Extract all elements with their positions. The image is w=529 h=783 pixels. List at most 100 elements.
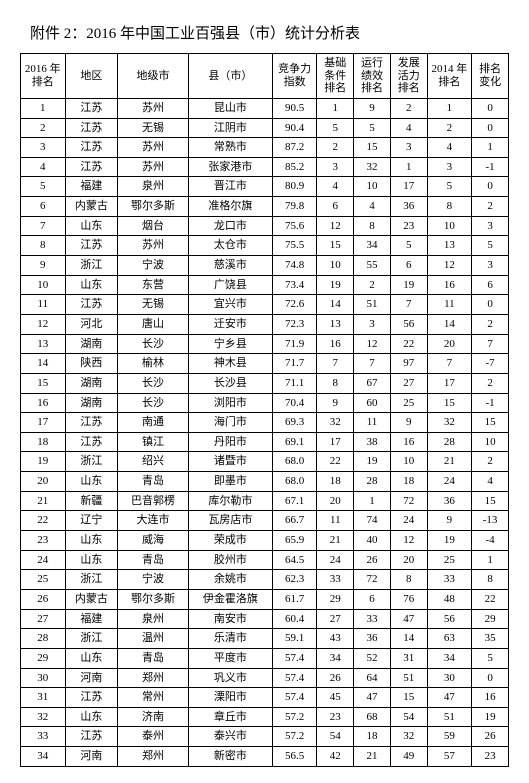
cell: 1 bbox=[390, 157, 427, 177]
cell: 23 bbox=[317, 707, 354, 727]
cell: 余姚市 bbox=[188, 570, 272, 590]
cell: 18 bbox=[354, 727, 391, 747]
table-row: 10山东东营广饶县73.419219166 bbox=[21, 275, 509, 295]
cell: 49 bbox=[390, 747, 427, 767]
cell: 34 bbox=[21, 747, 66, 767]
cell: 33 bbox=[427, 570, 472, 590]
cell: 2 bbox=[427, 118, 472, 138]
cell: 80.9 bbox=[272, 177, 317, 197]
cell: 3 bbox=[472, 216, 509, 236]
cell: 63 bbox=[427, 629, 472, 649]
table-row: 24山东青岛胶州市64.5242620251 bbox=[21, 550, 509, 570]
cell: 青岛 bbox=[118, 648, 189, 668]
cell: 山东 bbox=[65, 472, 117, 492]
cell: 47 bbox=[427, 688, 472, 708]
cell: 长沙 bbox=[118, 334, 189, 354]
cell: 6 bbox=[390, 256, 427, 276]
cell: 伊金霍洛旗 bbox=[188, 589, 272, 609]
table-title: 附件 2：2016 年中国工业百强县（市）统计分析表 bbox=[30, 22, 509, 43]
table-row: 3江苏苏州常熟市87.2215341 bbox=[21, 138, 509, 158]
cell: 山东 bbox=[65, 707, 117, 727]
cell: 21 bbox=[21, 491, 66, 511]
cell: 69.1 bbox=[272, 432, 317, 452]
cell: 榆林 bbox=[118, 354, 189, 374]
cell: 8 bbox=[472, 570, 509, 590]
cell: 10 bbox=[21, 275, 66, 295]
cell: 诸暨市 bbox=[188, 452, 272, 472]
cell: 长沙县 bbox=[188, 373, 272, 393]
cell: 江苏 bbox=[65, 157, 117, 177]
cell: 巩义市 bbox=[188, 668, 272, 688]
table-row: 7山东烟台龙口市75.612823103 bbox=[21, 216, 509, 236]
cell: 瓦房店市 bbox=[188, 511, 272, 531]
cell: 54 bbox=[317, 727, 354, 747]
cell: 7 bbox=[472, 334, 509, 354]
cell: 晋江市 bbox=[188, 177, 272, 197]
cell: 4 bbox=[21, 157, 66, 177]
cell: 苏州 bbox=[118, 98, 189, 118]
cell: 68 bbox=[354, 707, 391, 727]
cell: 温州 bbox=[118, 629, 189, 649]
cell: 郑州 bbox=[118, 747, 189, 767]
cell: 57.2 bbox=[272, 707, 317, 727]
cell: 溧阳市 bbox=[188, 688, 272, 708]
cell: 22 bbox=[390, 334, 427, 354]
cell: 14 bbox=[317, 295, 354, 315]
cell: 24 bbox=[390, 511, 427, 531]
cell: 荣成市 bbox=[188, 531, 272, 551]
cell: 19 bbox=[427, 531, 472, 551]
cell: 22 bbox=[21, 511, 66, 531]
cell: 56.5 bbox=[272, 747, 317, 767]
cell: 3 bbox=[472, 256, 509, 276]
cell: 24 bbox=[427, 472, 472, 492]
cell: 67 bbox=[354, 373, 391, 393]
cell: 2 bbox=[472, 373, 509, 393]
cell: 27 bbox=[390, 373, 427, 393]
col-2014-rank: 2014 年排名 bbox=[427, 54, 472, 99]
cell: 18 bbox=[317, 472, 354, 492]
cell: 31 bbox=[390, 648, 427, 668]
cell: 33 bbox=[317, 570, 354, 590]
cell: 唐山 bbox=[118, 314, 189, 334]
cell: 江苏 bbox=[65, 413, 117, 433]
cell: 57.2 bbox=[272, 727, 317, 747]
cell: 36 bbox=[390, 197, 427, 217]
cell: 11 bbox=[317, 511, 354, 531]
cell: 14 bbox=[21, 354, 66, 374]
header-row: 2016 年排名 地区 地级市 县（市） 竞争力指数 基础条件排名 运行绩效排名… bbox=[21, 54, 509, 99]
cell: 2 bbox=[390, 98, 427, 118]
cell: 73.4 bbox=[272, 275, 317, 295]
cell: 12 bbox=[21, 314, 66, 334]
cell: 27 bbox=[21, 609, 66, 629]
cell: 0 bbox=[472, 668, 509, 688]
cell: 江苏 bbox=[65, 138, 117, 158]
cell: 5 bbox=[354, 118, 391, 138]
cell: 新密市 bbox=[188, 747, 272, 767]
cell: 23 bbox=[472, 747, 509, 767]
cell: 无锡 bbox=[118, 118, 189, 138]
cell: 龙口市 bbox=[188, 216, 272, 236]
cell: 25 bbox=[427, 550, 472, 570]
cell: 浙江 bbox=[65, 629, 117, 649]
cell: 19 bbox=[21, 452, 66, 472]
cell: 3 bbox=[354, 314, 391, 334]
table-body: 1江苏苏州昆山市90.5192102江苏无锡江阴市90.4554203江苏苏州常… bbox=[21, 98, 509, 766]
cell: 辽宁 bbox=[65, 511, 117, 531]
stats-table: 2016 年排名 地区 地级市 县（市） 竞争力指数 基础条件排名 运行绩效排名… bbox=[20, 53, 509, 767]
cell: 1 bbox=[21, 98, 66, 118]
col-index: 竞争力指数 bbox=[272, 54, 317, 99]
col-base-rank: 基础条件排名 bbox=[317, 54, 354, 99]
col-region: 地区 bbox=[65, 54, 117, 99]
cell: 16 bbox=[427, 275, 472, 295]
table-row: 5福建泉州晋江市80.94101750 bbox=[21, 177, 509, 197]
cell: 12 bbox=[317, 216, 354, 236]
cell: 26 bbox=[472, 727, 509, 747]
cell: 28 bbox=[21, 629, 66, 649]
cell: 准格尔旗 bbox=[188, 197, 272, 217]
cell: 32 bbox=[390, 727, 427, 747]
cell: 33 bbox=[354, 609, 391, 629]
cell: 23 bbox=[21, 531, 66, 551]
cell: 14 bbox=[390, 629, 427, 649]
cell: 56 bbox=[390, 314, 427, 334]
cell: 85.2 bbox=[272, 157, 317, 177]
